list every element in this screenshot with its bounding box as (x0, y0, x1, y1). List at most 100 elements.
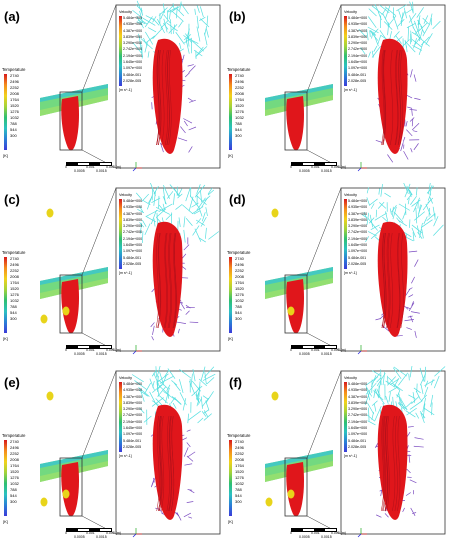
scale-label-0: 0 (290, 165, 292, 169)
temperature-ticks: 2740 2496 2252 2008 1764 1520 1276 1032 788 544 30… (10, 439, 19, 506)
velocity-vector (156, 366, 161, 378)
velocity-vector (191, 202, 199, 208)
scale-bar-graphic (291, 162, 337, 166)
velocity-vector (413, 38, 417, 49)
temperature-tick: 2740 (235, 439, 244, 444)
velocity-vector (411, 224, 423, 234)
velocity-vector (433, 224, 444, 236)
velocity-tick: 5.484e-001 (123, 255, 142, 260)
velocity-vector (366, 414, 376, 422)
velocity-vector (175, 31, 185, 45)
temperature-tick: 2008 (235, 274, 244, 280)
temperature-unit: [K] (228, 519, 233, 524)
velocity-tick: 3.290e+000 (123, 224, 143, 229)
streamline (161, 49, 165, 146)
velocity-vector (408, 287, 413, 290)
temperature-tick: 1276 (10, 109, 19, 115)
velocity-vector (180, 126, 186, 134)
velocity-vector (420, 25, 425, 34)
velocity-vector (158, 204, 165, 212)
velocity-vector (380, 489, 383, 497)
velocity-vector (409, 1, 414, 13)
streamline (384, 415, 388, 512)
temperature-tick: 2252 (10, 85, 19, 91)
velocity-vector (377, 201, 385, 209)
velocity-vector (378, 188, 380, 195)
velocity-tick: 2.194e+000 (348, 53, 368, 58)
velocity-vector (367, 402, 375, 415)
velocity-vector (424, 379, 435, 386)
velocity-vector (187, 451, 196, 458)
temperature-tick: 1764 (235, 463, 244, 469)
scale-bar: 0 0.001 0.002 (m) 0.0005 0.0015 (65, 345, 126, 356)
temperature-tick: 544 (10, 127, 17, 133)
velocity-vector (397, 19, 405, 27)
velocity-vector (188, 146, 193, 153)
velocity-vector (152, 325, 155, 336)
velocity-tick: 1.645e+000 (123, 426, 143, 431)
simulation-render (40, 0, 221, 172)
velocity-vector (409, 479, 417, 484)
velocity-vector (398, 372, 409, 386)
velocity-vector (383, 21, 393, 30)
velocity-vector (208, 231, 220, 240)
temperature-tick: 788 (235, 304, 242, 310)
velocity-colorbar (344, 382, 347, 452)
velocity-vector (372, 370, 382, 377)
velocity-tick: 4.387e+000 (123, 211, 143, 216)
velocity-colorbar (119, 16, 122, 86)
velocity-vector (423, 216, 428, 225)
velocity-vector (425, 33, 433, 45)
velocity-vector (400, 12, 404, 27)
velocity-vector (360, 47, 366, 55)
velocity-vector (156, 208, 167, 218)
temperature-tick: 2252 (235, 85, 244, 91)
velocity-vector (190, 373, 193, 387)
velocity-vector (173, 24, 175, 34)
velocity-vector (424, 380, 429, 388)
temperature-tick: 544 (10, 310, 17, 316)
velocity-vector (402, 136, 406, 142)
velocity-vector (151, 369, 157, 377)
temperature-tick: 1032 (235, 481, 244, 487)
velocity-vector (365, 376, 379, 386)
velocity-vector (403, 7, 407, 19)
velocity-vector (421, 36, 430, 46)
velocity-vector (144, 382, 152, 394)
velocity-vector (407, 426, 414, 428)
velocity-vector (377, 380, 382, 394)
velocity-vector (385, 211, 388, 221)
temperature-ticks: 2740 2496 2252 2008 1764 1520 1276 1032 788 544 30… (10, 73, 19, 140)
simulation-render (265, 366, 446, 538)
zoom-leader-top (81, 187, 117, 276)
velocity-vector (405, 120, 408, 127)
velocity-vector (407, 106, 413, 109)
velocity-vector (405, 8, 413, 14)
streamline (386, 415, 390, 512)
velocity-colorbar (344, 16, 347, 86)
velocity-vector (410, 69, 413, 78)
temperature-tick: 1764 (10, 463, 19, 469)
velocity-tick: 5.484e-001 (348, 72, 367, 77)
scale-label-0: 0 (290, 531, 292, 535)
velocity-vector (384, 513, 389, 518)
velocity-legend-title: Velocity (344, 10, 358, 14)
velocity-vector (186, 501, 194, 503)
velocity-tick: 5.484e+000 (348, 16, 368, 20)
velocity-vector (429, 13, 433, 25)
velocity-tick: 1.097e+000 (348, 432, 368, 437)
temperature-tick: 1032 (235, 115, 244, 121)
temperature-tick: 1276 (10, 475, 19, 481)
velocity-tick: 4.935e+000 (123, 205, 143, 210)
streamline (396, 232, 400, 329)
velocity-ticks: 5.484e+000 4.935e+000 4.387e+000 3.839e+000… (348, 15, 367, 84)
velocity-tick: 3.839e+000 (348, 34, 368, 39)
simulation-panel-e: (e) (0, 366, 224, 549)
velocity-vector (420, 384, 424, 395)
temperature-tick: 788 (235, 121, 242, 127)
velocity-vector (185, 304, 191, 309)
streamline (164, 49, 169, 146)
velocity-vector (184, 72, 190, 78)
velocity-vector (369, 30, 371, 37)
velocity-tick: 3.839e+000 (348, 400, 368, 405)
